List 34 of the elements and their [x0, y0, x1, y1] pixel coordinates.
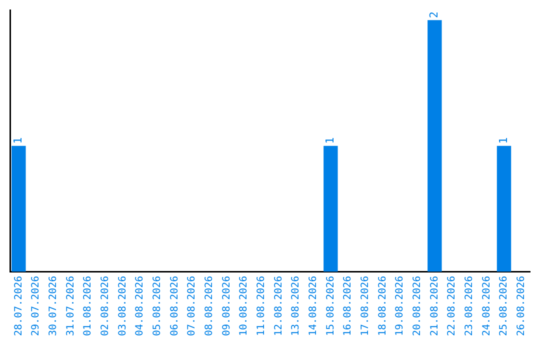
x-tick-label: 16.08.2026: [342, 276, 354, 336]
x-tick-label: 03.08.2026: [117, 276, 128, 336]
x-tick-label: 14.08.2026: [308, 276, 319, 336]
x-tick-label: 21.08.2026: [429, 276, 440, 336]
x-tick-label: 10.08.2026: [238, 276, 250, 336]
x-tick-label: 07.08.2026: [186, 276, 198, 336]
x-tick-label: 01.08.2026: [82, 276, 94, 336]
x-tick-label: 28.07.2026: [13, 276, 24, 336]
x-tick-label: 26.08.2026: [516, 276, 527, 336]
x-tick-label: 19.08.2026: [394, 276, 406, 336]
x-tick-label: 23.08.2026: [464, 276, 475, 336]
x-tick-label: 29.07.2026: [30, 276, 42, 336]
data-label: 1: [12, 137, 25, 144]
x-tick-label: 08.08.2026: [204, 276, 215, 336]
x-tick-label: 09.08.2026: [221, 276, 232, 336]
data-label: 1: [496, 137, 510, 144]
x-tick-label: 05.08.2026: [152, 276, 163, 336]
data-label: 2: [428, 11, 441, 18]
x-tick-label: 12.08.2026: [273, 276, 284, 336]
x-tick-label: 17.08.2026: [360, 276, 371, 336]
x-tick-label: 04.08.2026: [134, 276, 146, 336]
x-tick-label: 22.08.2026: [446, 276, 458, 336]
x-tick-label: 13.08.2026: [290, 276, 302, 336]
data-label: 1: [324, 137, 337, 144]
x-tick-label: 30.07.2026: [48, 276, 59, 336]
x-tick-label: 11.08.2026: [256, 276, 267, 336]
x-tick-label: 18.08.2026: [377, 276, 388, 336]
x-tick-label: 15.08.2026: [325, 276, 336, 336]
x-tick-label: 20.08.2026: [412, 276, 423, 336]
x-tick-label: 06.08.2026: [169, 276, 180, 336]
x-tick-label: 31.07.2026: [65, 276, 76, 336]
x-tick-label: 25.08.2026: [498, 276, 510, 336]
x-tick-label: 24.08.2026: [481, 276, 492, 336]
x-tick-label: 02.08.2026: [100, 276, 111, 336]
